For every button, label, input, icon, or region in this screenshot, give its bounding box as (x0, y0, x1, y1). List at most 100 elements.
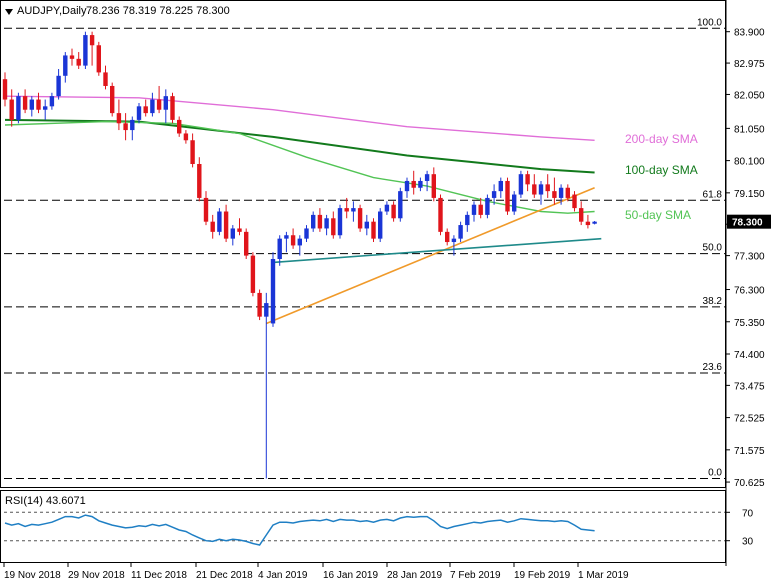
candle-body (558, 187, 564, 198)
candle (431, 167, 436, 202)
date-tick-label: 19 Feb 2019 (514, 570, 571, 581)
candle (163, 89, 168, 124)
candle-body (324, 218, 329, 229)
candle (257, 289, 262, 321)
candle (364, 214, 369, 236)
candle (391, 201, 396, 222)
date-tick-label: 7 Feb 2019 (450, 570, 501, 581)
candle-body (197, 164, 202, 198)
candle-body (398, 191, 403, 219)
date-tick-label: 21 Dec 2018 (196, 570, 253, 581)
candle-body (150, 99, 155, 114)
candle (465, 211, 470, 232)
candle-body (424, 174, 430, 181)
candle-body (170, 96, 175, 120)
candle (304, 225, 309, 243)
price-tick-label: 82.975 (734, 59, 765, 70)
candle (69, 48, 75, 66)
candle (217, 208, 222, 236)
price-tick-label: 71.575 (734, 446, 765, 457)
candle (525, 170, 530, 192)
candle-body (270, 258, 276, 324)
candle-body (49, 96, 55, 107)
candle (237, 218, 242, 236)
candle-body (518, 174, 524, 195)
candle (116, 99, 122, 131)
candle (103, 65, 108, 90)
candle-body (304, 228, 309, 239)
candle-body (465, 214, 470, 226)
candle (143, 99, 148, 117)
candle (331, 211, 336, 239)
candle (36, 92, 41, 114)
candle-body (89, 35, 95, 46)
candle-body (190, 140, 195, 165)
price-tick-label: 82.050 (734, 90, 765, 101)
price-tick-label: 76.300 (734, 286, 765, 297)
fib-label: 38.2 (703, 296, 723, 307)
candle-body (264, 303, 269, 317)
candle (445, 228, 450, 246)
candle-body (136, 106, 142, 120)
candle-body (411, 180, 416, 188)
candle (337, 204, 343, 239)
price-tick-label: 79.150 (734, 189, 765, 200)
candle (498, 177, 503, 198)
candle (203, 191, 209, 226)
candle-body (592, 221, 597, 224)
fib-label: 0.0 (708, 468, 722, 479)
candle (49, 92, 55, 110)
sma-labels: 200-day SMA 100-day SMA 50-day SMA (625, 132, 698, 222)
price-axis-ticks: 83.90082.97582.05081.05080.10079.15078.2… (726, 28, 771, 489)
candle (183, 130, 189, 144)
trendline-support-teal (272, 237, 602, 264)
date-axis: 19 Nov 2018 29 Nov 2018 11 Dec 2018 21 Dec … (3, 563, 629, 581)
candle (284, 231, 289, 253)
candle-body (337, 208, 343, 236)
candle-body (284, 235, 289, 239)
fib-label: 61.8 (703, 189, 723, 200)
candle-body (143, 106, 148, 114)
price-tick-label: 80.100 (734, 157, 765, 168)
last-price-badge (727, 214, 771, 229)
candle-body (56, 75, 61, 97)
sma-200-line (4, 95, 595, 141)
ohlc-values: 78.236 78.319 78.225 78.300 (86, 5, 230, 17)
candle-body (2, 79, 8, 100)
price-tick-label: 70.625 (734, 478, 765, 489)
candle (371, 218, 376, 243)
price-tick-label: 81.050 (734, 124, 765, 135)
candle (9, 89, 14, 127)
candle (471, 201, 477, 222)
candle (324, 214, 329, 236)
candle (384, 201, 390, 215)
candle-body (565, 187, 570, 198)
candle (170, 92, 175, 124)
candle (538, 180, 544, 205)
candle-body (244, 231, 249, 256)
candle-body (512, 194, 517, 212)
rsi-panel: 70 30 (4, 508, 754, 548)
candle-body (223, 211, 229, 239)
candle (156, 85, 162, 114)
candle (16, 92, 21, 124)
candle-body (438, 197, 443, 232)
candle (558, 184, 564, 205)
candle (210, 214, 215, 239)
candle-body (491, 191, 497, 198)
collapse-arrow-icon (5, 9, 13, 15)
trendlines (265, 187, 602, 325)
candle-body (579, 208, 584, 222)
rsi-line (4, 514, 595, 546)
last-price-label: 78.300 (732, 218, 763, 229)
candle (63, 52, 68, 83)
candle-body (357, 208, 363, 229)
candle-body (311, 214, 316, 229)
candle-body (344, 208, 349, 212)
date-tick-label: 11 Dec 2018 (131, 570, 187, 581)
candle-body (76, 58, 81, 66)
candle (518, 170, 524, 198)
candle (572, 191, 577, 212)
candle-body (203, 197, 209, 222)
candle (344, 197, 349, 219)
